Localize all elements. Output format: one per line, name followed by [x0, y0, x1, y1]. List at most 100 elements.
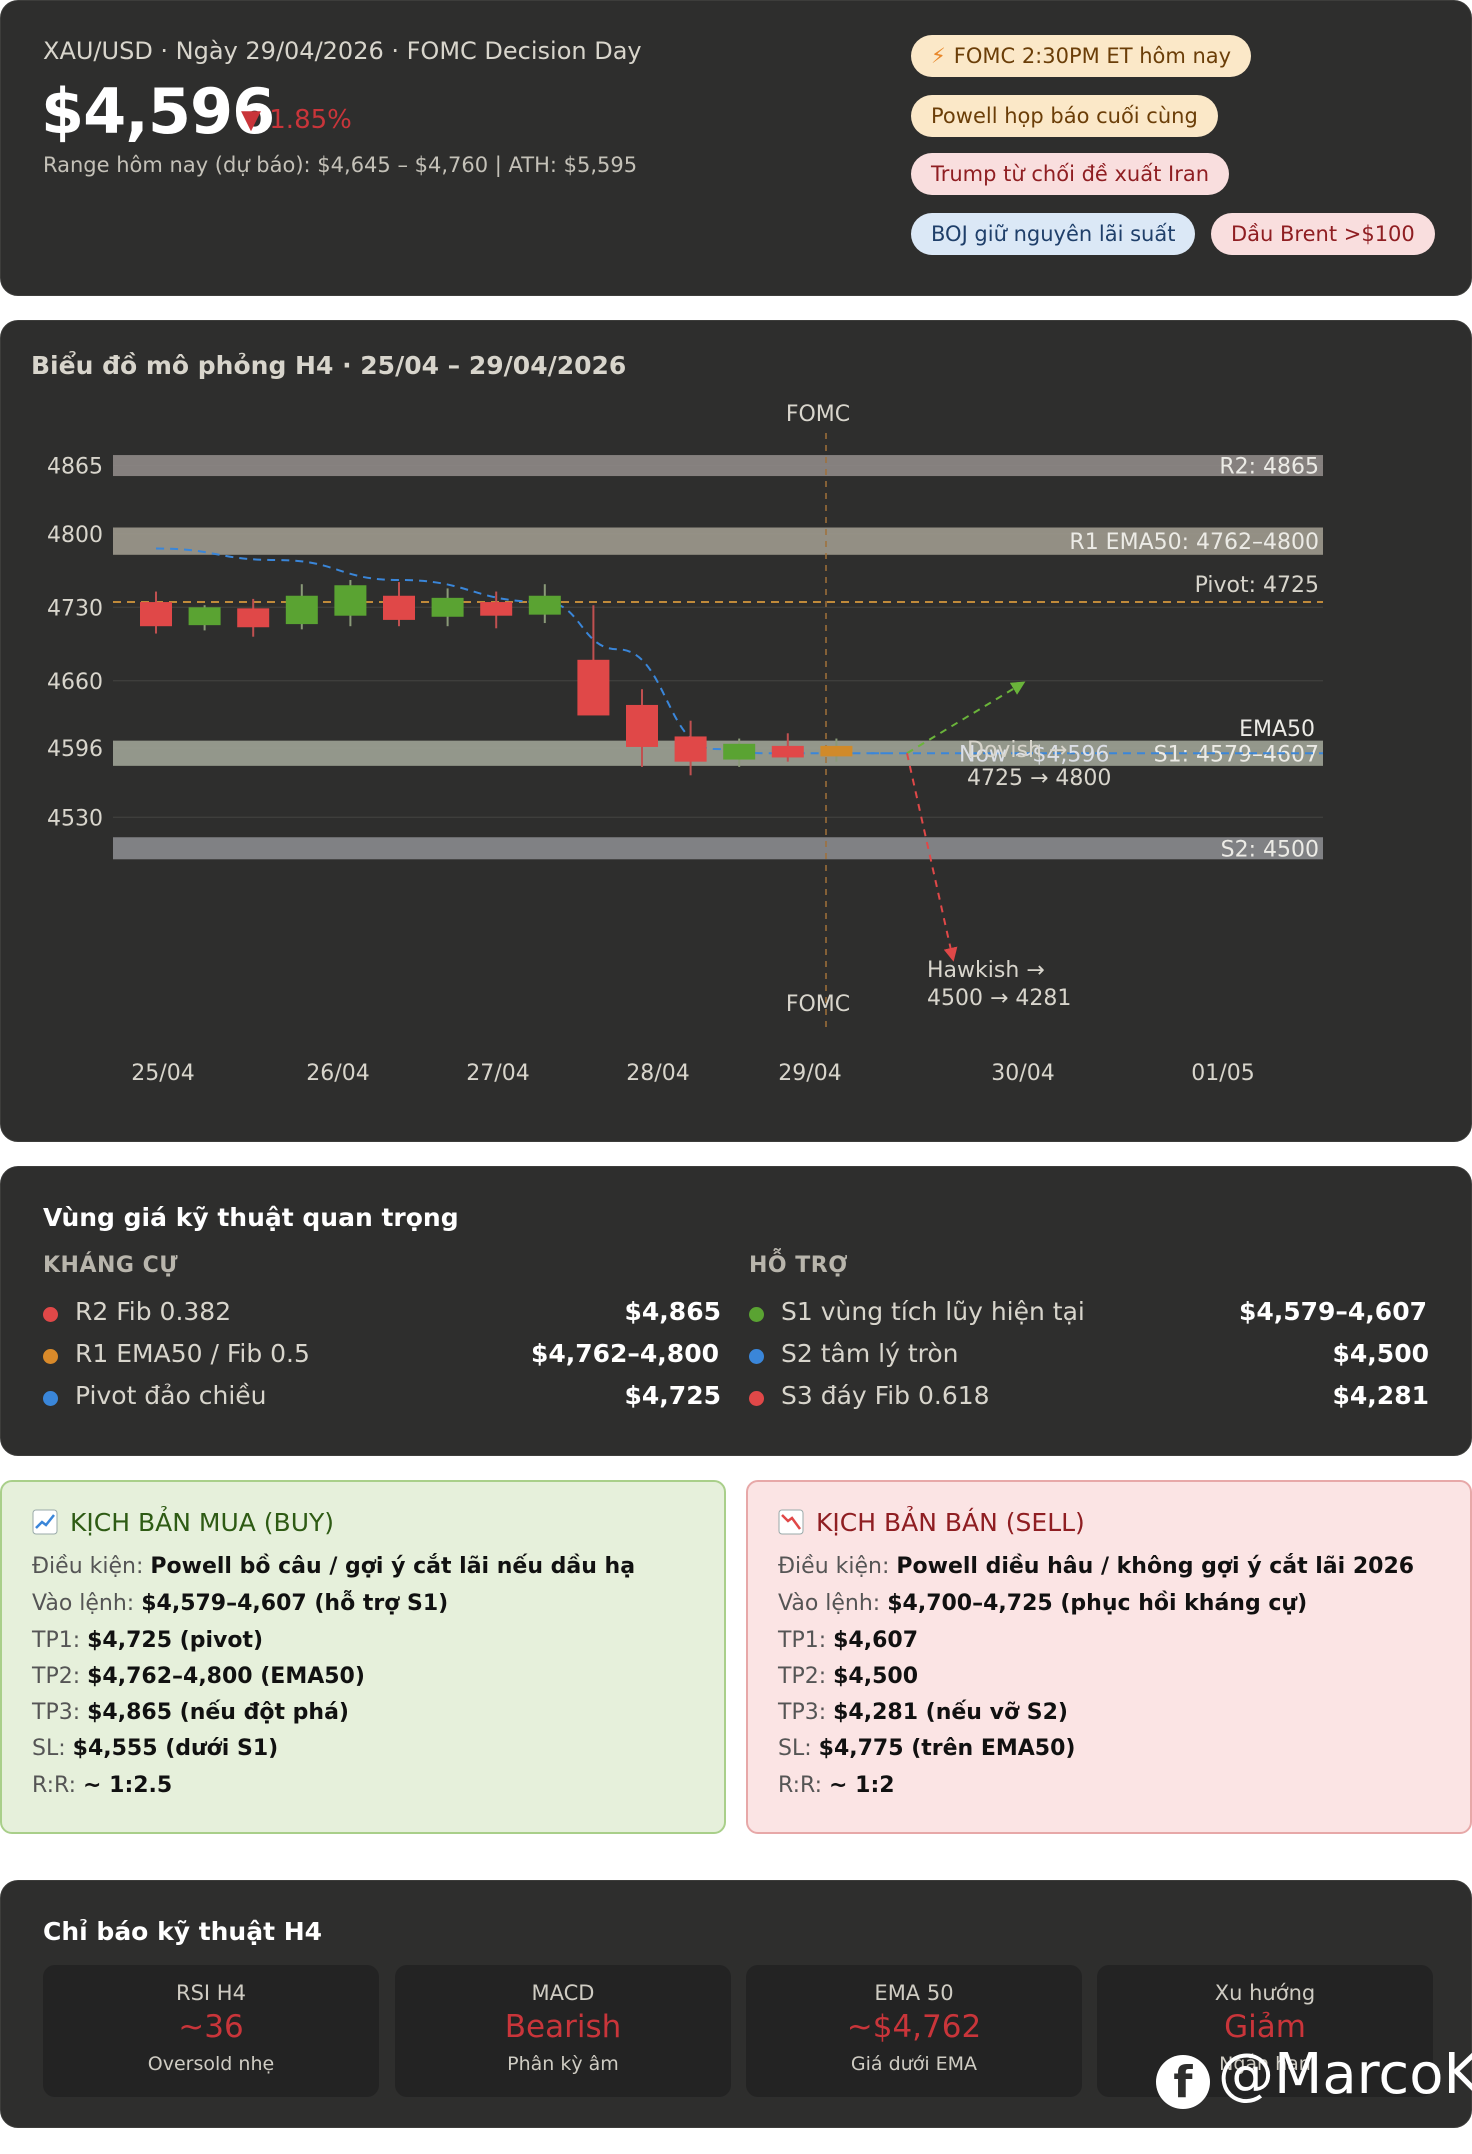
line-value: ~ 1:2.5: [83, 1773, 173, 1798]
line-label: R:R:: [778, 1773, 830, 1798]
x-tick-label: 28/04: [626, 1061, 689, 1086]
y-tick-label: 4730: [47, 596, 103, 621]
x-tick-label: 01/05: [1191, 1061, 1254, 1086]
line-label: TP1:: [778, 1628, 834, 1653]
zone-row: S3 đáy Fib 0.618 $4,281: [749, 1381, 1429, 1415]
buy-line: TP1: $4,725 (pivot): [32, 1628, 263, 1653]
candle-body: [820, 745, 853, 757]
news-pill-brent[interactable]: Dầu Brent >$100: [1211, 213, 1435, 255]
sell-line: Điều kiện: Powell diều hâu / không gợi ý…: [778, 1554, 1414, 1579]
candle-body: [285, 595, 318, 625]
indicator-rsi: RSI H4 ~36 Oversold nhẹ: [43, 1965, 379, 2097]
line-label: SL:: [32, 1736, 73, 1761]
line-value: $4,579–4,607 (hỗ trợ S1): [141, 1591, 449, 1616]
buy-line: TP3: $4,865 (nếu đột phá): [32, 1700, 349, 1725]
now-label: Now ~$4,596: [959, 742, 1109, 767]
x-tick-label: 30/04: [991, 1061, 1054, 1086]
hawkish-arrow: [906, 753, 958, 962]
line-value: $4,607: [833, 1628, 919, 1653]
line-label: TP2:: [778, 1664, 834, 1689]
zones-title: Vùng giá kỹ thuật quan trọng: [43, 1203, 459, 1232]
sell-line: SL: $4,775 (trên EMA50): [778, 1736, 1075, 1761]
candle-body: [723, 743, 756, 760]
orange-dot-icon: [43, 1349, 58, 1364]
price-change: ▼ 1.85%: [241, 105, 352, 135]
line-value: Powell diều hâu / không gợi ý cắt lãi 20…: [896, 1554, 1415, 1579]
line-value: $4,865 (nếu đột phá): [87, 1700, 349, 1725]
zone-label: S1: 4579–4607: [1154, 742, 1319, 767]
indicator-trend: Xu hướng Giảm Ngắn hạn: [1097, 1965, 1433, 2097]
y-tick-label: 4800: [47, 523, 103, 548]
zone-row: S1 vùng tích lũy hiện tại $4,579–4,607: [749, 1297, 1427, 1331]
indicator-value: ~$4,762: [846, 2009, 982, 2045]
chart-up-icon: [32, 1509, 58, 1535]
hawkish-label: Hawkish →: [927, 958, 1045, 983]
resistance-heading: KHÁNG CỰ: [43, 1253, 179, 1278]
zone-band-r2: [113, 455, 1323, 477]
blue-dot-icon: [749, 1349, 764, 1364]
candle-body: [771, 745, 804, 758]
zone-value: $4,579–4,607: [1238, 1297, 1427, 1326]
buy-line: Vào lệnh: $4,579–4,607 (hỗ trợ S1): [32, 1591, 448, 1616]
fomc-event-label: FOMC: [786, 402, 850, 427]
buy-line: SL: $4,555 (dưới S1): [32, 1736, 278, 1761]
zone-row: S2 tâm lý tròn $4,500: [749, 1339, 1429, 1373]
zone-label: R2: 4865: [1219, 455, 1319, 480]
indicator-note: Oversold nhẹ: [147, 2053, 275, 2075]
news-pill-fomc[interactable]: ⚡ FOMC 2:30PM ET hôm nay: [911, 35, 1252, 77]
sell-line: TP3: $4,281 (nếu vỡ S2): [778, 1700, 1068, 1725]
candle-body: [140, 602, 172, 627]
indicator-value: ~36: [178, 2009, 244, 2045]
facebook-icon: f: [1156, 2055, 1210, 2109]
news-pill-trump[interactable]: Trump từ chối đề xuất Iran: [911, 153, 1230, 195]
indicator-note: Phân kỳ âm: [507, 2053, 619, 2075]
zone-label: R1 EMA50: 4762–4800: [1069, 530, 1319, 555]
zone-band-s2: [113, 837, 1323, 860]
pivot-label: Pivot: 4725: [1195, 573, 1319, 598]
news-pill-powell[interactable]: Powell họp báo cuối cùng: [911, 95, 1218, 137]
zone-band-r1-ema50: [113, 527, 1323, 555]
candle-body: [237, 608, 270, 628]
zone-label: S1 vùng tích lũy hiện tại: [781, 1297, 1085, 1326]
y-tick-label: 4660: [47, 670, 103, 695]
zone-label: R2 Fib 0.382: [75, 1297, 232, 1326]
line-label: TP3:: [778, 1700, 834, 1725]
sell-scenario-title: KỊCH BẢN BÁN (SELL): [778, 1508, 1085, 1537]
line-value: $4,281 (nếu vỡ S2): [833, 1700, 1068, 1725]
news-pill-boj[interactable]: BOJ giữ nguyên lãi suất: [911, 213, 1196, 255]
line-label: TP2:: [32, 1664, 88, 1689]
x-tick-label: 26/04: [306, 1061, 369, 1086]
y-tick-label: 4596: [47, 737, 103, 762]
zone-value: $4,500: [1332, 1339, 1429, 1368]
watermark-text: @MarcoK: [1218, 2042, 1472, 2107]
line-label: Vào lệnh:: [32, 1591, 142, 1616]
line-value: $4,762–4,800 (EMA50): [87, 1664, 365, 1689]
line-value: $4,555 (dưới S1): [72, 1736, 279, 1761]
candle-body: [674, 736, 707, 762]
buy-line: Điều kiện: Powell bồ câu / gợi ý cắt lãi…: [32, 1554, 635, 1579]
line-label: TP3:: [32, 1700, 88, 1725]
buy-title-text: KỊCH BẢN MUA (BUY): [70, 1508, 335, 1537]
line-label: Vào lệnh:: [778, 1591, 888, 1616]
dovish-target: 4725 → 4800: [967, 766, 1111, 791]
indicators-title: Chỉ báo kỹ thuật H4: [43, 1917, 323, 1946]
indicators-card: Chỉ báo kỹ thuật H4 RSI H4 ~36 Oversold …: [0, 1880, 1472, 2128]
zone-label: S2: 4500: [1221, 837, 1319, 862]
dovish-arrow: [906, 681, 1026, 755]
y-tick-label: 4865: [47, 455, 103, 480]
news-pill-fomc-label: FOMC 2:30PM ET hôm nay: [953, 44, 1232, 68]
candle-body: [383, 595, 415, 620]
sell-scenario-card: KỊCH BẢN BÁN (SELL) Điều kiện: Powell di…: [746, 1480, 1472, 1834]
blue-dot-icon: [43, 1391, 58, 1406]
candle-body: [188, 607, 221, 626]
h4-chart: 4865 4800 4730 4660 4596 4530 R2: 4865 R1 EMA50…: [47, 402, 1323, 1086]
instrument-subtitle: XAU/USD · Ngày 29/04/2026 · FOMC Decisio…: [43, 37, 642, 65]
line-label: Điều kiện:: [778, 1554, 897, 1579]
watermark: f @MarcoK: [1156, 2042, 1472, 2109]
hawkish-target: 4500 → 4281: [927, 986, 1071, 1011]
x-tick-label: 27/04: [466, 1061, 529, 1086]
current-price: $4,596: [41, 75, 275, 148]
buy-line: TP2: $4,762–4,800 (EMA50): [32, 1664, 365, 1689]
chart-down-icon: [778, 1509, 804, 1535]
price-range: Range hôm nay (dự báo): $4,645 – $4,760 …: [43, 153, 638, 177]
